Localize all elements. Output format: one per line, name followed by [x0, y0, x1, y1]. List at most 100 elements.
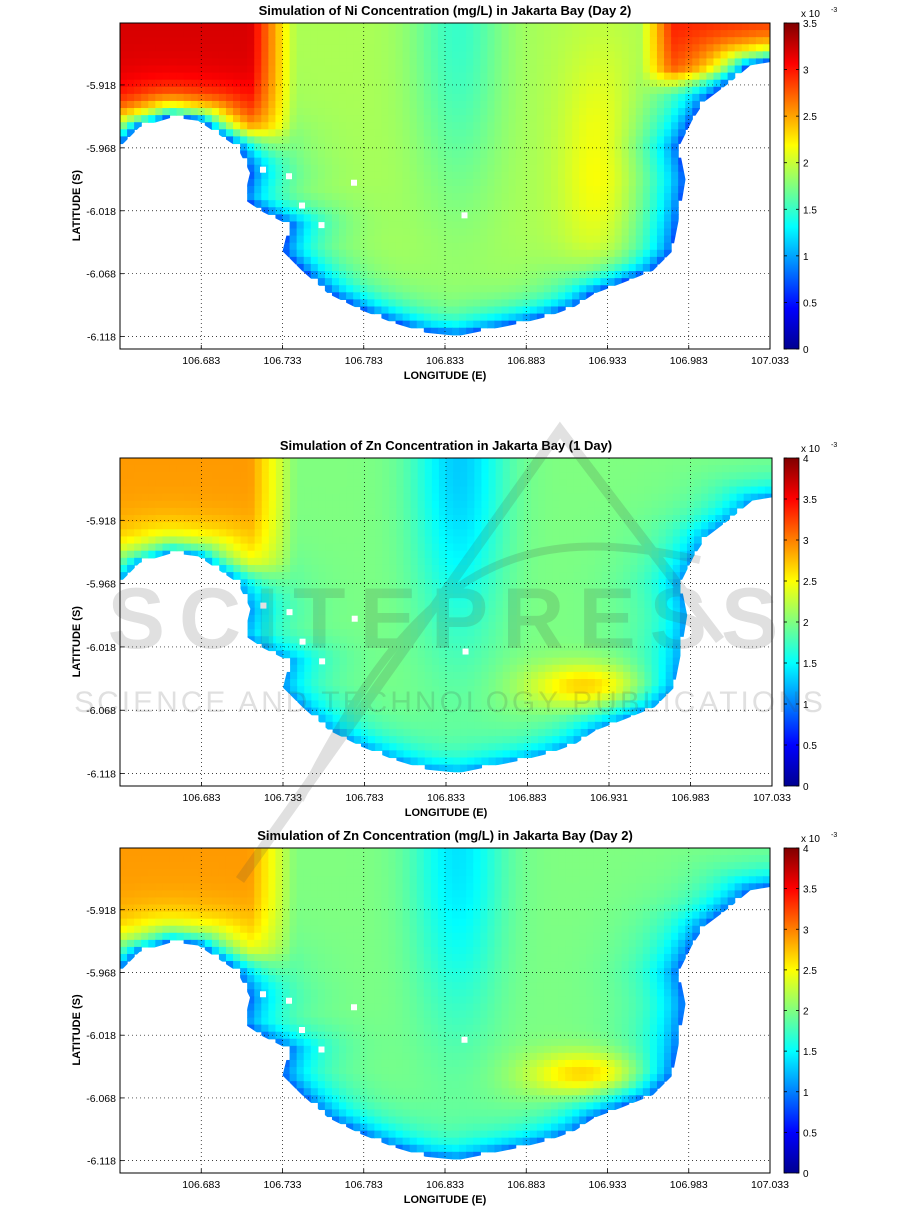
- heatmap-cell: [437, 242, 446, 251]
- heatmap-cell: [346, 458, 355, 466]
- heatmap-cell: [331, 65, 340, 74]
- heatmap-cell: [261, 629, 270, 637]
- heatmap-cell: [367, 299, 375, 308]
- heatmap-cell: [197, 93, 206, 102]
- heatmap-cell: [621, 136, 630, 145]
- heatmap-cell: [692, 30, 700, 38]
- heatmap-cell: [303, 93, 312, 102]
- heatmap-cell: [607, 164, 616, 173]
- heatmap-cell: [565, 86, 573, 95]
- heatmap-cell: [240, 515, 249, 523]
- heatmap-cell: [368, 657, 376, 666]
- heatmap-cell: [310, 171, 319, 180]
- heatmap-cell: [382, 543, 390, 552]
- heatmap-cell: [538, 643, 546, 652]
- heatmap-cell: [381, 299, 390, 308]
- heatmap-cell: [656, 93, 665, 102]
- heatmap-cell: [331, 44, 340, 52]
- heatmap-cell: [332, 650, 341, 659]
- heatmap-cell: [332, 536, 341, 545]
- heatmap-cell: [417, 515, 426, 523]
- heatmap-cell: [686, 536, 695, 545]
- heatmap-cell: [318, 472, 327, 480]
- heatmap-cell: [651, 593, 660, 602]
- heatmap-cell: [494, 164, 503, 173]
- heatmap-cell: [750, 493, 759, 502]
- heatmap-cell: [155, 458, 164, 466]
- heatmap-cell: [637, 543, 646, 552]
- heatmap-cell: [635, 129, 644, 137]
- heatmap-cell: [623, 465, 631, 473]
- heatmap-cell: [416, 249, 425, 258]
- heatmap-cell: [127, 515, 135, 523]
- heatmap-cell: [473, 221, 481, 230]
- heatmap-cell: [543, 157, 552, 166]
- heatmap-cell: [318, 515, 327, 523]
- heatmap-cell: [573, 564, 582, 573]
- heatmap-cell: [297, 479, 305, 488]
- heatmap-cell: [586, 93, 594, 102]
- heatmap-cell: [635, 193, 644, 201]
- heatmap-cell: [587, 579, 596, 587]
- heatmap-cell: [593, 108, 602, 116]
- heatmap-cell: [466, 157, 474, 166]
- heatmap-cell: [282, 129, 291, 137]
- heatmap-cell: [593, 115, 602, 123]
- heatmap-cell: [304, 536, 312, 545]
- heatmap-cell: [289, 122, 298, 130]
- heatmap-cell: [127, 500, 135, 509]
- heatmap-cell: [233, 536, 242, 545]
- heatmap-cell: [593, 79, 602, 88]
- heatmap-cell: [445, 221, 453, 230]
- heatmap-cell: [594, 486, 603, 495]
- heatmap-cell: [565, 200, 573, 208]
- heatmap-cell: [423, 178, 432, 187]
- heatmap-cell: [494, 122, 503, 130]
- heatmap-cell: [623, 543, 631, 552]
- heatmap-cell: [635, 256, 644, 265]
- heatmap-cell: [416, 136, 425, 145]
- heatmap-cell: [516, 543, 525, 552]
- heatmap-cell: [473, 100, 481, 109]
- heatmap-cell: [656, 72, 665, 81]
- heatmap-cell: [417, 557, 426, 566]
- heatmap-cell: [290, 600, 298, 609]
- heatmap-cell: [169, 108, 178, 116]
- heatmap-cell: [594, 629, 603, 637]
- heatmap-cell: [247, 536, 256, 545]
- heatmap-cell: [240, 58, 248, 67]
- heatmap-cell: [600, 30, 609, 38]
- heatmap-cell: [607, 143, 616, 152]
- heatmap-cell: [289, 72, 298, 81]
- heatmap-cell: [382, 572, 390, 580]
- heatmap-cell: [501, 235, 510, 244]
- heatmap-cell: [635, 263, 644, 272]
- heatmap-cell: [515, 292, 524, 300]
- heatmap-cell: [501, 37, 510, 45]
- heatmap-cell: [579, 72, 587, 81]
- heatmap-cell: [558, 200, 566, 208]
- colorbar-tick-label: 3.5: [803, 19, 817, 30]
- heatmap-cell: [403, 543, 412, 552]
- heatmap-cell: [402, 271, 411, 279]
- heatmap-cell: [481, 458, 490, 466]
- heatmap-cell: [353, 657, 362, 666]
- heatmap-cell: [481, 529, 490, 538]
- heatmap-cell: [304, 507, 312, 516]
- heatmap-cell: [665, 529, 674, 538]
- heatmap-cell: [715, 522, 723, 530]
- heatmap-cell: [409, 178, 418, 187]
- heatmap-cell: [324, 72, 333, 81]
- heatmap-cell: [261, 86, 269, 95]
- heatmap-cell: [664, 115, 672, 123]
- heatmap-cell: [679, 458, 688, 466]
- heatmap-cell: [536, 23, 545, 31]
- heatmap-cell: [538, 607, 546, 616]
- heatmap-cell: [699, 44, 708, 52]
- heatmap-cell: [515, 221, 524, 230]
- heatmap-cell: [375, 579, 383, 587]
- heatmap-cell: [247, 79, 255, 88]
- heatmap-cell: [360, 193, 368, 201]
- heatmap-cell: [616, 586, 624, 595]
- heatmap-cell: [424, 465, 433, 473]
